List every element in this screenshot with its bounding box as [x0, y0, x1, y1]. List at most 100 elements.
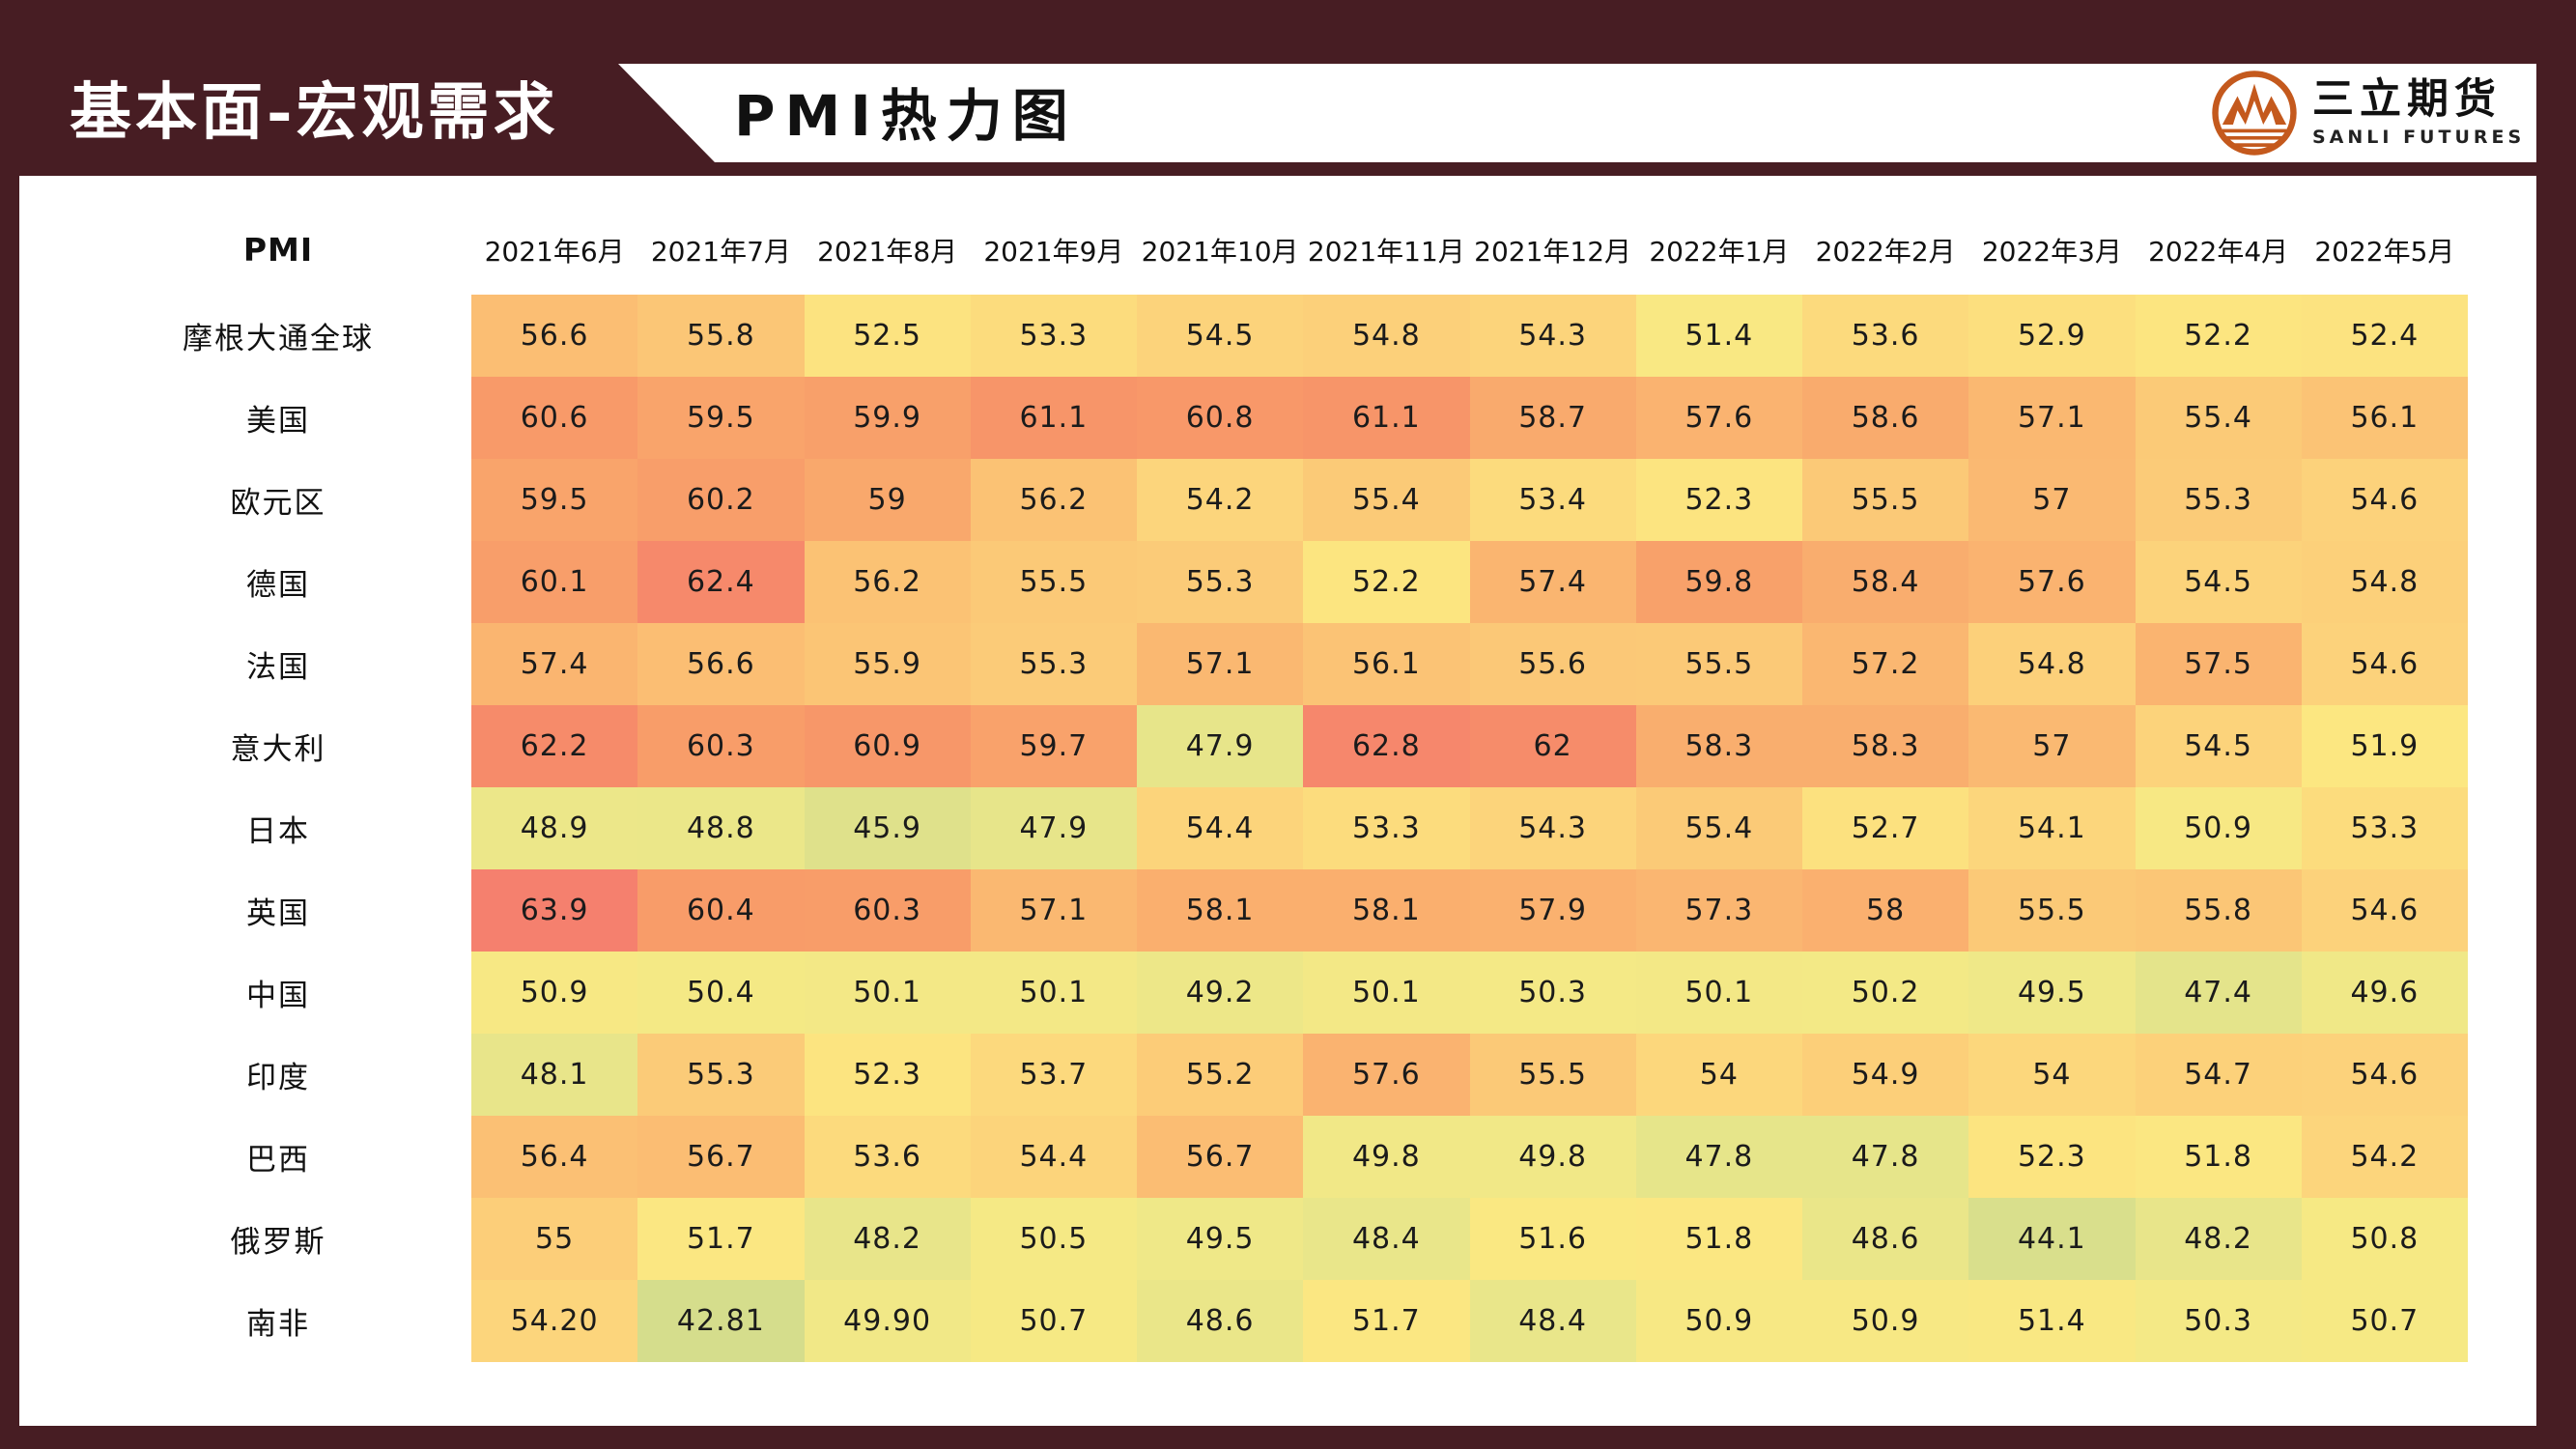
heatmap-cell: 52.2 — [2135, 295, 2302, 377]
row-label: 意大利 — [230, 732, 326, 767]
column-header: 2022年5月 — [2314, 235, 2455, 268]
heatmap-cell: 50.9 — [1635, 1280, 1802, 1362]
heatmap-cell: 52.3 — [804, 1034, 971, 1116]
heatmap-cell: 56.7 — [1137, 1116, 1304, 1198]
header-top-bar — [0, 0, 2576, 64]
heatmap-cell: 52.7 — [1802, 787, 1969, 869]
heatmap-cell: 56.4 — [471, 1116, 638, 1198]
column-header: 2022年2月 — [1815, 235, 1956, 268]
heatmap-cell: 57.1 — [970, 869, 1137, 952]
heatmap-cell: 54.7 — [2135, 1034, 2302, 1116]
heatmap-cell: 58.7 — [1469, 377, 1636, 459]
heatmap-cell: 56.2 — [970, 459, 1137, 541]
heatmap-cell: 48.8 — [637, 787, 805, 869]
column-header: 2021年11月 — [1307, 235, 1465, 268]
heatmap-cell: 60.1 — [471, 541, 638, 623]
heatmap-cell: 58.3 — [1635, 705, 1802, 787]
company-logo: 三立期货 SANLI FUTURES — [2210, 64, 2525, 162]
heatmap-cell: 54.9 — [1802, 1034, 1969, 1116]
heatmap-cell: 52.2 — [1303, 541, 1470, 623]
heatmap-cell: 62.8 — [1303, 705, 1470, 787]
heatmap-cell: 50.9 — [1802, 1280, 1969, 1362]
heatmap-cell: 57.6 — [1635, 377, 1802, 459]
heatmap-cell: 48.9 — [471, 787, 638, 869]
heatmap-cell: 60.4 — [637, 869, 805, 952]
heatmap-cell: 47.9 — [970, 787, 1137, 869]
heatmap-cell: 55.3 — [970, 623, 1137, 705]
page-title: PMI热力图 — [734, 83, 1078, 149]
heatmap-cell: 59.9 — [804, 377, 971, 459]
heatmap-cell: 51.4 — [1968, 1280, 2136, 1362]
heatmap-cell: 57.5 — [2135, 623, 2302, 705]
heatmap-cell: 55.4 — [1303, 459, 1470, 541]
heatmap-cell: 49.8 — [1303, 1116, 1470, 1198]
heatmap-cell: 55.5 — [1469, 1034, 1636, 1116]
heatmap-cell: 54.3 — [1469, 295, 1636, 377]
row-label: 美国 — [246, 404, 310, 439]
header-banner-block — [0, 64, 715, 162]
heatmap-cell: 55.9 — [804, 623, 971, 705]
heatmap-cell: 56.6 — [637, 623, 805, 705]
heatmap-cell: 60.6 — [471, 377, 638, 459]
heatmap-cell: 55.8 — [637, 295, 805, 377]
heatmap-cell: 57.1 — [1137, 623, 1304, 705]
heatmap-cell: 62.4 — [637, 541, 805, 623]
heatmap-cell: 54.2 — [1137, 459, 1304, 541]
heatmap-cell: 57 — [1968, 705, 2136, 787]
heatmap-cell: 52.9 — [1968, 295, 2136, 377]
heatmap-cell: 57.4 — [1469, 541, 1636, 623]
row-label: 南非 — [246, 1307, 310, 1342]
heatmap-cell: 58 — [1802, 869, 1969, 952]
row-label: 印度 — [246, 1061, 310, 1095]
heatmap-cell: 49.6 — [2301, 952, 2468, 1034]
heatmap-cell: 51.8 — [2135, 1116, 2302, 1198]
heatmap-cell: 44.1 — [1968, 1198, 2136, 1280]
frame-right-border — [2536, 64, 2576, 1426]
heatmap-cell: 57 — [1968, 459, 2136, 541]
heatmap-cell: 42.81 — [637, 1280, 805, 1362]
heatmap-cell: 50.1 — [1303, 952, 1470, 1034]
column-header: 2022年3月 — [1981, 235, 2122, 268]
heatmap-cell: 52.4 — [2301, 295, 2468, 377]
heatmap-cell: 55.8 — [2135, 869, 2302, 952]
company-name-cn: 三立期货 — [2312, 75, 2502, 125]
heatmap-cell: 54.1 — [1968, 787, 2136, 869]
heatmap-cell: 61.1 — [970, 377, 1137, 459]
row-label: 欧元区 — [230, 486, 326, 521]
heatmap-cell: 56.1 — [2301, 377, 2468, 459]
column-header: 2021年6月 — [484, 235, 625, 268]
heatmap-cell: 48.2 — [2135, 1198, 2302, 1280]
heatmap-cell: 50.2 — [1802, 952, 1969, 1034]
heatmap-cell: 53.7 — [970, 1034, 1137, 1116]
heatmap-cell: 53.6 — [1802, 295, 1969, 377]
row-label: 德国 — [246, 568, 310, 603]
heatmap-cell: 57.6 — [1968, 541, 2136, 623]
heatmap-cell: 48.6 — [1137, 1280, 1304, 1362]
heatmap-cell: 51.4 — [1635, 295, 1802, 377]
heatmap-cell: 51.7 — [637, 1198, 805, 1280]
heatmap-cell: 53.3 — [1303, 787, 1470, 869]
heatmap-cell: 54 — [1635, 1034, 1802, 1116]
heatmap-cell: 52.5 — [804, 295, 971, 377]
heatmap-cell: 54 — [1968, 1034, 2136, 1116]
heatmap-cell: 51.8 — [1635, 1198, 1802, 1280]
row-label: 巴西 — [246, 1143, 310, 1178]
heatmap-cell: 57.4 — [471, 623, 638, 705]
heatmap-cell: 50.1 — [1635, 952, 1802, 1034]
heatmap-cell: 58.4 — [1802, 541, 1969, 623]
heatmap-cell: 55.5 — [1635, 623, 1802, 705]
heatmap-cell: 57.9 — [1469, 869, 1636, 952]
column-header: 2021年9月 — [983, 235, 1124, 268]
heatmap-cell: 54.6 — [2301, 1034, 2468, 1116]
heatmap-cell: 50.3 — [1469, 952, 1636, 1034]
heatmap-cell: 59.5 — [637, 377, 805, 459]
heatmap-cell: 45.9 — [804, 787, 971, 869]
heatmap-cell: 52.3 — [1968, 1116, 2136, 1198]
heatmap-cell: 55.3 — [637, 1034, 805, 1116]
column-header: 2022年1月 — [1649, 235, 1790, 268]
heatmap-cell: 57.3 — [1635, 869, 1802, 952]
heatmap-cell: 49.8 — [1469, 1116, 1636, 1198]
heatmap-cell: 54.4 — [970, 1116, 1137, 1198]
heatmap-cell: 55 — [471, 1198, 638, 1280]
heatmap-cell: 53.3 — [2301, 787, 2468, 869]
